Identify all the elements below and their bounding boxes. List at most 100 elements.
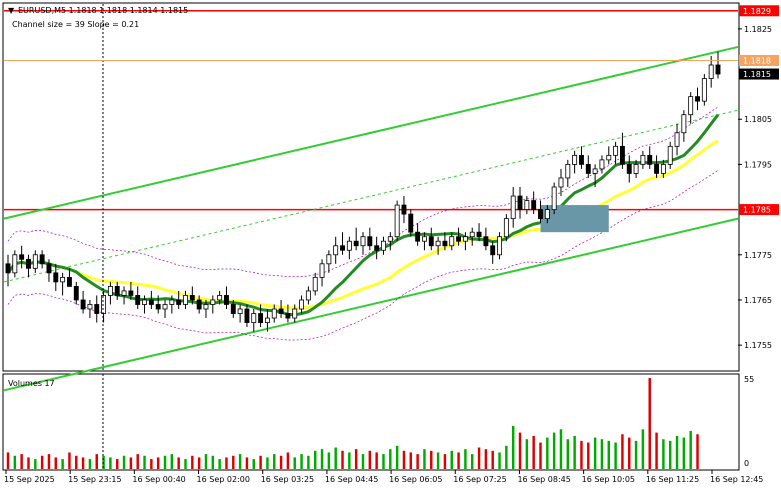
candle-body <box>497 236 502 256</box>
price-mark-bg <box>739 54 779 66</box>
candle <box>647 146 653 169</box>
candle <box>435 236 441 255</box>
candle <box>264 309 270 332</box>
candle <box>654 155 660 178</box>
candle-body <box>217 295 223 301</box>
ma-fast-line <box>6 113 720 317</box>
candle <box>258 304 264 328</box>
candle-body <box>312 276 318 292</box>
x-tick-label: 16 Sep 03:25 <box>261 475 314 484</box>
envelope-lower-line <box>7 170 719 341</box>
candle <box>32 250 38 273</box>
candle-body <box>5 263 11 274</box>
candle <box>319 259 325 287</box>
candle <box>326 250 332 273</box>
candle-body <box>196 299 202 310</box>
candle-body <box>503 218 509 238</box>
candle <box>483 227 489 251</box>
candle-body <box>572 154 578 165</box>
x-tick-label: 15 Sep 2025 <box>4 475 55 484</box>
candle-body <box>421 236 427 242</box>
candle-body <box>305 290 311 301</box>
candle <box>421 232 427 251</box>
candle-body <box>517 195 523 210</box>
candle-body <box>80 299 86 310</box>
candle <box>176 290 182 309</box>
candle-body <box>264 317 270 323</box>
x-tick-label: 16 Sep 08:45 <box>517 475 570 484</box>
candle <box>292 304 298 323</box>
candle-body <box>66 276 72 287</box>
channel-upper-line <box>3 45 739 220</box>
candle-body <box>107 286 113 296</box>
candle-body <box>319 263 325 278</box>
candle-body <box>340 245 345 251</box>
candle-body <box>654 164 660 174</box>
candle <box>415 223 421 246</box>
candle <box>538 200 543 224</box>
y-tick-label: 1.1755 <box>744 341 772 350</box>
candle-body <box>599 159 605 170</box>
candle <box>46 259 52 282</box>
x-tick-label: 16 Sep 10:05 <box>582 475 635 484</box>
price-mark-label: 1.1829 <box>743 7 771 16</box>
candle-body <box>353 240 359 247</box>
ma-slow-line <box>6 139 719 310</box>
candle <box>667 141 673 169</box>
candle <box>374 236 380 260</box>
candle <box>230 299 236 319</box>
candle-body <box>203 304 209 310</box>
candle <box>66 268 72 287</box>
candle-body <box>619 145 625 165</box>
candle <box>428 227 434 251</box>
candle-body <box>701 78 707 102</box>
y-tick-label: 1.1765 <box>744 296 772 305</box>
candle-body <box>647 154 653 165</box>
candle <box>517 187 523 219</box>
candle <box>244 304 250 328</box>
candle <box>271 304 277 323</box>
candle-body <box>483 236 489 247</box>
candle-body <box>360 236 366 247</box>
candle-body <box>326 254 332 265</box>
candle-body <box>224 295 229 305</box>
candle <box>394 200 400 242</box>
candle <box>476 223 482 242</box>
candle <box>203 299 209 319</box>
candle-body <box>60 276 66 283</box>
candle <box>572 150 578 174</box>
price-mark-label: 1.1818 <box>743 56 771 65</box>
candle-body <box>210 299 216 305</box>
x-tick-label: 16 Sep 11:25 <box>646 475 699 484</box>
candle-body <box>490 245 496 256</box>
candle-body <box>101 295 107 314</box>
candle <box>60 272 66 296</box>
candle-body <box>148 299 154 305</box>
candle <box>169 295 175 314</box>
candle-body <box>408 213 414 233</box>
candle-body <box>292 308 298 319</box>
candle <box>87 299 93 319</box>
candle-body <box>688 96 694 116</box>
candle <box>640 150 646 169</box>
candle <box>401 196 407 224</box>
candle-body <box>579 154 584 165</box>
volume-tick-label: 0 <box>744 459 749 468</box>
price-mark: 1.1818 <box>739 54 779 66</box>
candle-body <box>387 236 393 242</box>
candle <box>183 290 188 309</box>
price-pane-frame <box>2 2 740 372</box>
candle <box>681 110 687 142</box>
candle-body <box>476 231 482 238</box>
candle <box>381 236 386 255</box>
candle-body <box>285 313 291 319</box>
candle-body <box>462 236 468 242</box>
candle <box>94 295 100 323</box>
price-mark-bg <box>739 5 779 17</box>
candle <box>387 232 393 251</box>
candle-body <box>230 304 236 314</box>
candle <box>196 295 202 314</box>
candle-body <box>114 286 120 296</box>
